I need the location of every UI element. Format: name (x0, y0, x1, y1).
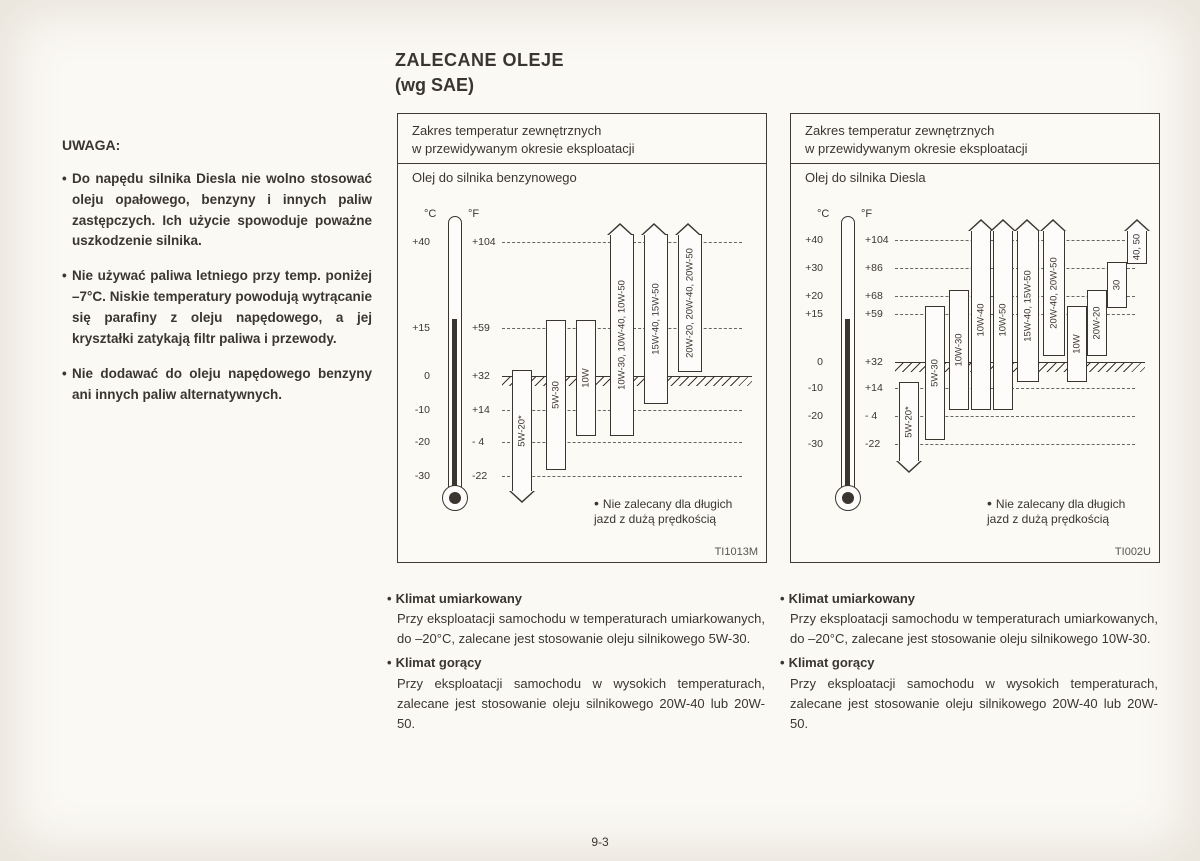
chart-petrol: °C °F +40+104+15+590+32-10+14-20- 4-30-2… (412, 210, 752, 540)
climate-heading: Klimat gorący (397, 653, 765, 673)
oil-grade-label: 5W-20* (517, 415, 528, 447)
warnings-column: UWAGA: •Do napędu silnika Diesla nie wol… (62, 135, 372, 420)
oil-grade-label: 10W-30, 10W-40, 10W-50 (617, 280, 628, 390)
climate-heading: Klimat umiarkowany (790, 589, 1158, 609)
oil-grade-bar: 20W-40, 20W-50 (1043, 230, 1065, 356)
oil-grade-bar: 5W-20* (899, 382, 919, 462)
climate-col-petrol: Klimat umiarkowany Przy eksploatacji sam… (397, 585, 765, 734)
uwaga-label: UWAGA: (62, 135, 372, 157)
panel-diesel: Zakres temperatur zewnętrznych w przewid… (790, 113, 1160, 563)
oil-grade-label: 10W-40 (976, 303, 987, 336)
panel-header-line1: Zakres temperatur zewnętrznych (805, 123, 994, 138)
climate-para: Przy eksploatacji samochodu w wysokich t… (397, 674, 765, 734)
oil-grade-label: 20W-40, 20W-50 (1049, 257, 1060, 328)
figure-code: TI002U (1115, 546, 1151, 558)
oil-grade-label: 20W-20 (1092, 306, 1103, 339)
warning-2: •Nie używać paliwa letniego przy temp. p… (62, 266, 372, 350)
panel-header: Zakres temperatur zewnętrznych w przewid… (791, 114, 1159, 164)
warning-3-text: Nie dodawać do oleju napędowego benzyny … (72, 364, 372, 406)
thermometer-icon (833, 216, 861, 511)
panel-subtitle: Olej do silnika benzynowego (398, 164, 766, 185)
panel-header: Zakres temperatur zewnętrznych w przewid… (398, 114, 766, 164)
warning-3: •Nie dodawać do oleju napędowego benzyny… (62, 364, 372, 406)
climate-heading: Klimat umiarkowany (397, 589, 765, 609)
page: ZALECANE OLEJE (wg SAE) UWAGA: •Do napęd… (0, 0, 1200, 861)
panel-subtitle: Olej do silnika Diesla (791, 164, 1159, 185)
oil-grade-bar: 5W-30 (925, 306, 945, 440)
climate-col-diesel: Klimat umiarkowany Przy eksploatacji sam… (790, 585, 1158, 734)
chart-diesel: °C °F +40+104+30+86+20+68+15+590+32-10+1… (805, 210, 1145, 540)
page-number: 9-3 (591, 835, 608, 849)
oil-grade-label: 15W-40, 15W-50 (1023, 270, 1034, 341)
oil-grade-label: 10W-30 (954, 333, 965, 366)
oil-grade-bar: 20W-20, 20W-40, 20W-50 (678, 234, 702, 372)
figure-code: TI1013M (715, 546, 758, 558)
footnote: •Nie zalecany dla długich jazd z dużą pr… (987, 494, 1147, 528)
climate-para: Przy eksploatacji samochodu w temperatur… (790, 609, 1158, 649)
oil-grade-label: 10W (581, 368, 592, 388)
oil-grade-label: 5W-20* (904, 406, 915, 438)
thermometer-icon (440, 216, 468, 511)
unit-c: °C (817, 208, 829, 220)
oil-grade-label: 40, 50 (1132, 234, 1143, 260)
oil-grade-bar: 10W-30 (949, 290, 969, 410)
climate-para: Przy eksploatacji samochodu w temperatur… (397, 609, 765, 649)
warning-1-text: Do napędu silnika Diesla nie wolno stoso… (72, 169, 372, 253)
oil-grade-label: 30 (1112, 280, 1123, 291)
footnote-text: Nie zalecany dla długich jazd z dużą prę… (594, 497, 732, 527)
oil-grade-label: 15W-40, 15W-50 (651, 283, 662, 354)
unit-c: °C (424, 208, 436, 220)
panel-petrol: Zakres temperatur zewnętrznych w przewid… (397, 113, 767, 563)
climate-heading: Klimat gorący (790, 653, 1158, 673)
footnote: •Nie zalecany dla długich jazd z dużą pr… (594, 494, 754, 528)
bars-group: 5W-20* 5W-30 10W-30 10W-40 10W-50 15W-40, 15W… (895, 210, 1145, 510)
oil-grade-bar: 10W-40 (971, 230, 991, 410)
bars-group: 5W-20* 5W-30 10W 10W-30, 10W-40, 10W-50 15W-… (502, 210, 752, 510)
oil-grade-bar: 10W-30, 10W-40, 10W-50 (610, 234, 634, 436)
warning-1: •Do napędu silnika Diesla nie wolno stos… (62, 169, 372, 253)
oil-grade-bar: 15W-40, 15W-50 (644, 234, 668, 404)
oil-grade-bar: 5W-20* (512, 370, 532, 492)
oil-grade-bar: 10W (1067, 306, 1087, 382)
warning-2-text: Nie używać paliwa letniego przy temp. po… (72, 266, 372, 350)
oil-grade-bar: 10W-50 (993, 230, 1013, 410)
oil-grade-bar: 15W-40, 15W-50 (1017, 230, 1039, 382)
oil-grade-bar: 10W (576, 320, 596, 436)
oil-grade-label: 10W (1072, 334, 1083, 354)
oil-grade-bar: 40, 50 (1127, 230, 1147, 264)
oil-grade-label: 20W-20, 20W-40, 20W-50 (685, 248, 696, 358)
oil-grade-bar: 20W-20 (1087, 290, 1107, 356)
panel-header-line2: w przewidywanym okresie eksploatacji (412, 141, 635, 156)
page-title: ZALECANE OLEJE (395, 50, 564, 71)
oil-grade-bar: 30 (1107, 262, 1127, 308)
oil-grade-label: 5W-30 (551, 381, 562, 409)
climate-para: Przy eksploatacji samochodu w wysokich t… (790, 674, 1158, 734)
panel-header-line1: Zakres temperatur zewnętrznych (412, 123, 601, 138)
oil-grade-bar: 5W-30 (546, 320, 566, 470)
unit-f: °F (468, 208, 479, 220)
page-subtitle: (wg SAE) (395, 75, 474, 96)
oil-grade-label: 10W-50 (998, 303, 1009, 336)
unit-f: °F (861, 208, 872, 220)
oil-grade-label: 5W-30 (930, 359, 941, 387)
panel-header-line2: w przewidywanym okresie eksploatacji (805, 141, 1028, 156)
footnote-text: Nie zalecany dla długich jazd z dużą prę… (987, 497, 1125, 527)
